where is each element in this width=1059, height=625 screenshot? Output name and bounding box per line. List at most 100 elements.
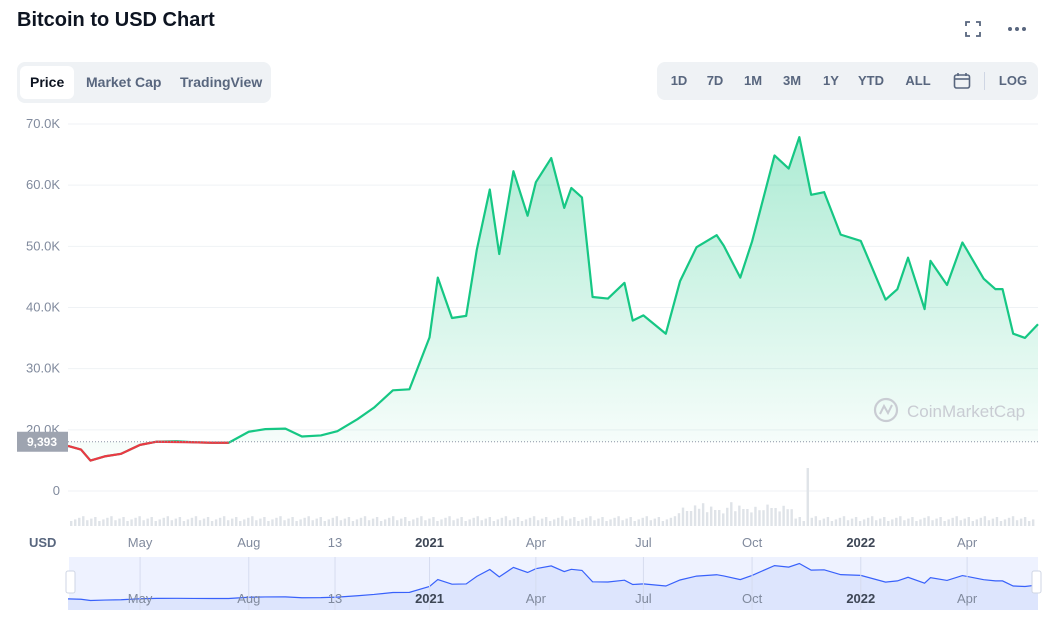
volume-bar bbox=[412, 519, 415, 526]
volume-bar bbox=[548, 521, 552, 526]
navigator-tick-label: Jul bbox=[635, 591, 652, 606]
range-all[interactable]: ALL bbox=[905, 73, 931, 88]
volume-bar bbox=[162, 517, 165, 526]
navigator-handle-left[interactable] bbox=[65, 570, 76, 594]
range-divider bbox=[984, 72, 985, 90]
x-tick-label: May bbox=[128, 535, 153, 550]
navigator-handle-right[interactable] bbox=[1031, 570, 1042, 594]
navigator-tick-label: 13 bbox=[328, 591, 342, 606]
expand-icon[interactable] bbox=[962, 18, 984, 40]
volume-bar bbox=[798, 517, 801, 526]
volume-bar bbox=[182, 521, 186, 526]
volume-bar bbox=[158, 519, 161, 526]
volume-bar bbox=[858, 521, 862, 526]
volume-bar bbox=[504, 516, 508, 526]
navigator-area bbox=[68, 563, 1038, 610]
x-tick-label: Apr bbox=[957, 535, 978, 550]
volume-bar bbox=[722, 513, 725, 526]
volume-bar bbox=[987, 520, 991, 526]
range-selector: 1D 7D 1M 3M 1Y YTD ALL LOG bbox=[657, 62, 1038, 100]
volume-bar bbox=[621, 520, 624, 526]
volume-bar bbox=[134, 517, 137, 526]
volume-bar bbox=[351, 521, 355, 526]
volume-bar bbox=[846, 520, 850, 526]
volume-bar bbox=[174, 518, 178, 526]
volume-bar bbox=[999, 521, 1003, 526]
range-ytd[interactable]: YTD bbox=[858, 73, 884, 88]
volume-bar bbox=[830, 521, 834, 526]
volume-bar bbox=[637, 519, 640, 526]
navigator-tick-label: May bbox=[128, 591, 153, 606]
volume-bar bbox=[935, 518, 938, 526]
volume-bar bbox=[561, 516, 564, 526]
volume-bar bbox=[585, 517, 588, 526]
volume-bar bbox=[363, 516, 367, 526]
volume-bar bbox=[589, 516, 592, 526]
volume-bar bbox=[633, 521, 636, 526]
volume-bar bbox=[251, 516, 254, 526]
tab-price[interactable]: Price bbox=[20, 66, 75, 99]
volume-bar bbox=[967, 517, 970, 526]
volume-bar bbox=[367, 520, 371, 526]
volume-bar bbox=[114, 520, 117, 526]
volume-bar bbox=[677, 513, 681, 526]
range-1m[interactable]: 1M bbox=[743, 73, 763, 88]
tab-market-cap[interactable]: Market Cap bbox=[86, 74, 162, 90]
volume-bar bbox=[685, 511, 689, 526]
range-1d[interactable]: 1D bbox=[670, 73, 688, 88]
volume-bar bbox=[106, 517, 109, 526]
calendar-icon[interactable] bbox=[949, 62, 975, 100]
y-tick-label: 50.0K bbox=[26, 238, 60, 253]
volume-bar bbox=[508, 520, 512, 526]
volume-bar bbox=[911, 517, 914, 526]
volume-bar bbox=[601, 517, 604, 526]
volume-bar bbox=[959, 520, 962, 526]
volume-bar bbox=[866, 517, 870, 526]
volume-bar bbox=[311, 520, 314, 526]
range-log[interactable]: LOG bbox=[998, 73, 1028, 88]
volume-bar bbox=[1019, 518, 1023, 526]
volume-bar bbox=[492, 521, 496, 526]
volume-bar bbox=[90, 518, 93, 526]
volume-bar bbox=[420, 516, 423, 526]
volume-bar bbox=[428, 518, 431, 526]
volume-bar bbox=[1003, 519, 1007, 526]
volume-bar bbox=[303, 517, 306, 526]
volume-bar bbox=[701, 503, 705, 526]
volume-bar bbox=[919, 519, 922, 526]
more-icon[interactable] bbox=[1006, 18, 1028, 40]
volume-bar bbox=[955, 516, 958, 526]
volume-bar bbox=[70, 521, 73, 526]
volume-bar bbox=[231, 518, 234, 526]
volume-bar bbox=[142, 520, 145, 526]
tab-tradingview[interactable]: TradingView bbox=[180, 74, 263, 90]
x-tick-label: Jul bbox=[635, 535, 652, 550]
volume-bar bbox=[1027, 521, 1031, 526]
range-1y[interactable]: 1Y bbox=[823, 73, 839, 88]
volume-bar bbox=[854, 517, 858, 526]
volume-bar bbox=[150, 517, 153, 526]
volume-bar bbox=[810, 517, 813, 526]
volume-bar bbox=[887, 521, 890, 526]
volume-bar bbox=[210, 521, 214, 526]
volume-bar bbox=[307, 516, 310, 526]
volume-bar bbox=[327, 519, 330, 526]
range-7d[interactable]: 7D bbox=[706, 73, 724, 88]
volume-bar bbox=[323, 521, 326, 526]
volume-bar bbox=[931, 520, 934, 526]
navigator-line bbox=[67, 562, 1039, 602]
x-tick-label: Aug bbox=[237, 535, 260, 550]
volume-bar bbox=[315, 518, 318, 526]
volume-bar bbox=[496, 519, 500, 526]
volume-bar bbox=[899, 516, 902, 526]
range-3m[interactable]: 3M bbox=[782, 73, 802, 88]
volume-bar bbox=[939, 517, 942, 526]
volume-bar bbox=[206, 517, 210, 526]
volume-bar bbox=[146, 518, 149, 526]
volume-bar bbox=[335, 516, 339, 526]
watermark-text: CoinMarketCap bbox=[907, 402, 1025, 421]
volume-bar bbox=[448, 516, 451, 526]
volume-bar bbox=[267, 521, 270, 526]
volume-bar bbox=[126, 521, 129, 526]
